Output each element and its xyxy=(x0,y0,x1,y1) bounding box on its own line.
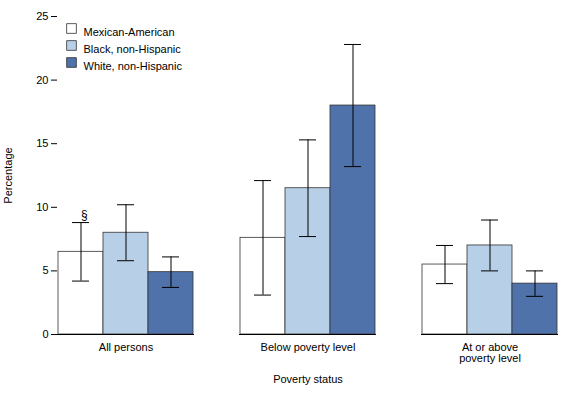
svg-text:15: 15 xyxy=(36,137,48,149)
svg-text:20: 20 xyxy=(36,74,48,86)
svg-text:Below poverty level: Below poverty level xyxy=(261,341,356,353)
svg-text:At or abovepoverty level: At or abovepoverty level xyxy=(459,341,521,364)
svg-text:All persons: All persons xyxy=(99,341,154,353)
svg-text:§: § xyxy=(81,208,88,222)
svg-text:5: 5 xyxy=(42,264,48,276)
svg-text:Mexican-American: Mexican-American xyxy=(84,26,175,38)
svg-text:Percentage: Percentage xyxy=(2,147,14,203)
svg-text:Black, non-Hispanic: Black, non-Hispanic xyxy=(84,43,182,55)
svg-text:White, non-Hispanic: White, non-Hispanic xyxy=(84,60,183,72)
svg-text:10: 10 xyxy=(36,201,48,213)
svg-text:25: 25 xyxy=(36,10,48,22)
svg-text:Poverty status: Poverty status xyxy=(273,373,343,385)
svg-text:0: 0 xyxy=(42,328,48,340)
